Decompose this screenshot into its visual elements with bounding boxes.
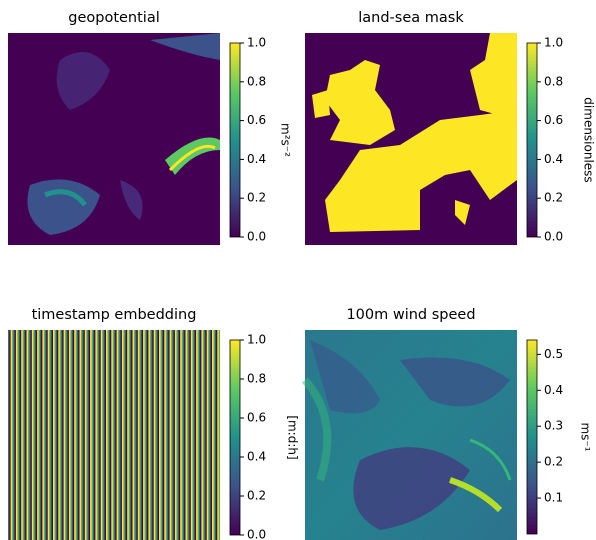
colorbar-tick-label: 0.6 [247, 411, 266, 425]
colorbar-tick-label: 0.3 [544, 419, 563, 433]
colorbar-tick-label: 1.0 [247, 333, 266, 347]
colorbar-tick-label: 0.4 [544, 383, 563, 397]
colorbar-tick-label: 0.5 [544, 347, 563, 361]
colorbar-label: ms⁻¹ [579, 422, 593, 451]
colorbar-tick-label: 0.4 [247, 450, 266, 464]
colorbar-tick-label: 0.2 [247, 489, 266, 503]
colorbar-tick-label: 0.2 [544, 455, 563, 469]
colorbar-tick-label: 0.2 [247, 191, 266, 205]
colorbar [229, 339, 241, 536]
colorbar-tick-label: 0.1 [544, 491, 563, 505]
colorbar-tick-label: 0.8 [544, 74, 563, 88]
colorbar-tick-label: 0.0 [247, 528, 266, 540]
colorbar-label: [m:d:h] [286, 415, 300, 459]
colorbar [229, 42, 241, 238]
colorbar-tick-label: 0.4 [247, 152, 266, 166]
colorbar-tick-label: 1.0 [247, 36, 266, 50]
colorbar-label: dimensionless [582, 97, 596, 182]
colorbar-tick-label: 0.2 [544, 191, 563, 205]
colorbar-tick-label: 0.0 [247, 230, 266, 244]
panel-title: timestamp embedding [32, 307, 197, 323]
colorbar-tick-label: 1.0 [544, 36, 563, 50]
panel-title: 100m wind speed [346, 307, 475, 323]
land-sea-image [305, 33, 517, 245]
colorbar-tick-label: 0.8 [247, 74, 266, 88]
panel-title: geopotential [68, 10, 160, 26]
colorbar-tick-label: 0.6 [544, 113, 563, 127]
colorbar-tick-label: 0.0 [544, 230, 563, 244]
colorbar-tick-label: 0.4 [544, 152, 563, 166]
colorbar [526, 42, 538, 238]
colorbar [526, 339, 538, 535]
wind-image [301, 330, 517, 540]
colorbar-tick-label: 0.8 [247, 372, 266, 386]
timestamp-image [8, 330, 220, 540]
panel-title: land-sea mask [358, 10, 464, 26]
geopotential-image [8, 33, 220, 245]
colorbar-label: m²s⁻² [279, 123, 293, 157]
colorbar-tick-label: 0.6 [247, 113, 266, 127]
